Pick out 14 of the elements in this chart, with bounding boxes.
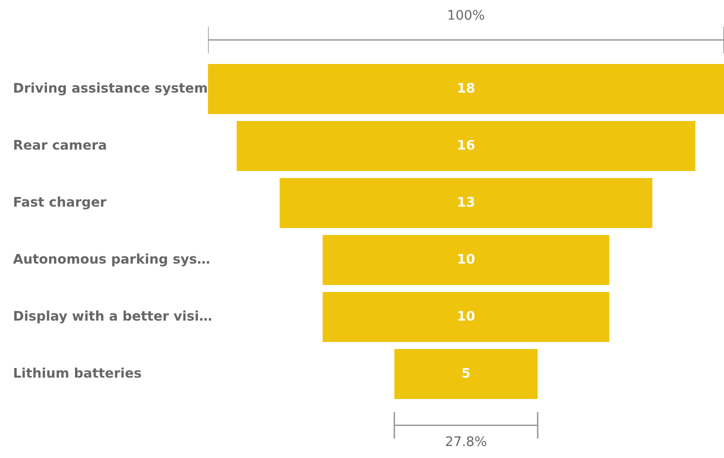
category-label: Rear camera [14, 140, 106, 150]
data-label: 18 [458, 82, 474, 93]
text: 100% [448, 10, 484, 20]
data-label: 5 [462, 368, 470, 378]
data-label: 10 [458, 310, 475, 321]
text: 27.8% [446, 436, 486, 446]
category-label: Fast charger [14, 196, 106, 210]
category-label: Lithium batteries [14, 368, 142, 378]
data-label: 16 [458, 140, 474, 150]
category-label: Autonomous parking sys… [13, 254, 210, 266]
data-label: 13 [458, 196, 474, 207]
category-label: Driving assistance system [14, 82, 207, 96]
data-label: 10 [458, 254, 475, 264]
category-label: Display with a better visi… [14, 310, 212, 324]
